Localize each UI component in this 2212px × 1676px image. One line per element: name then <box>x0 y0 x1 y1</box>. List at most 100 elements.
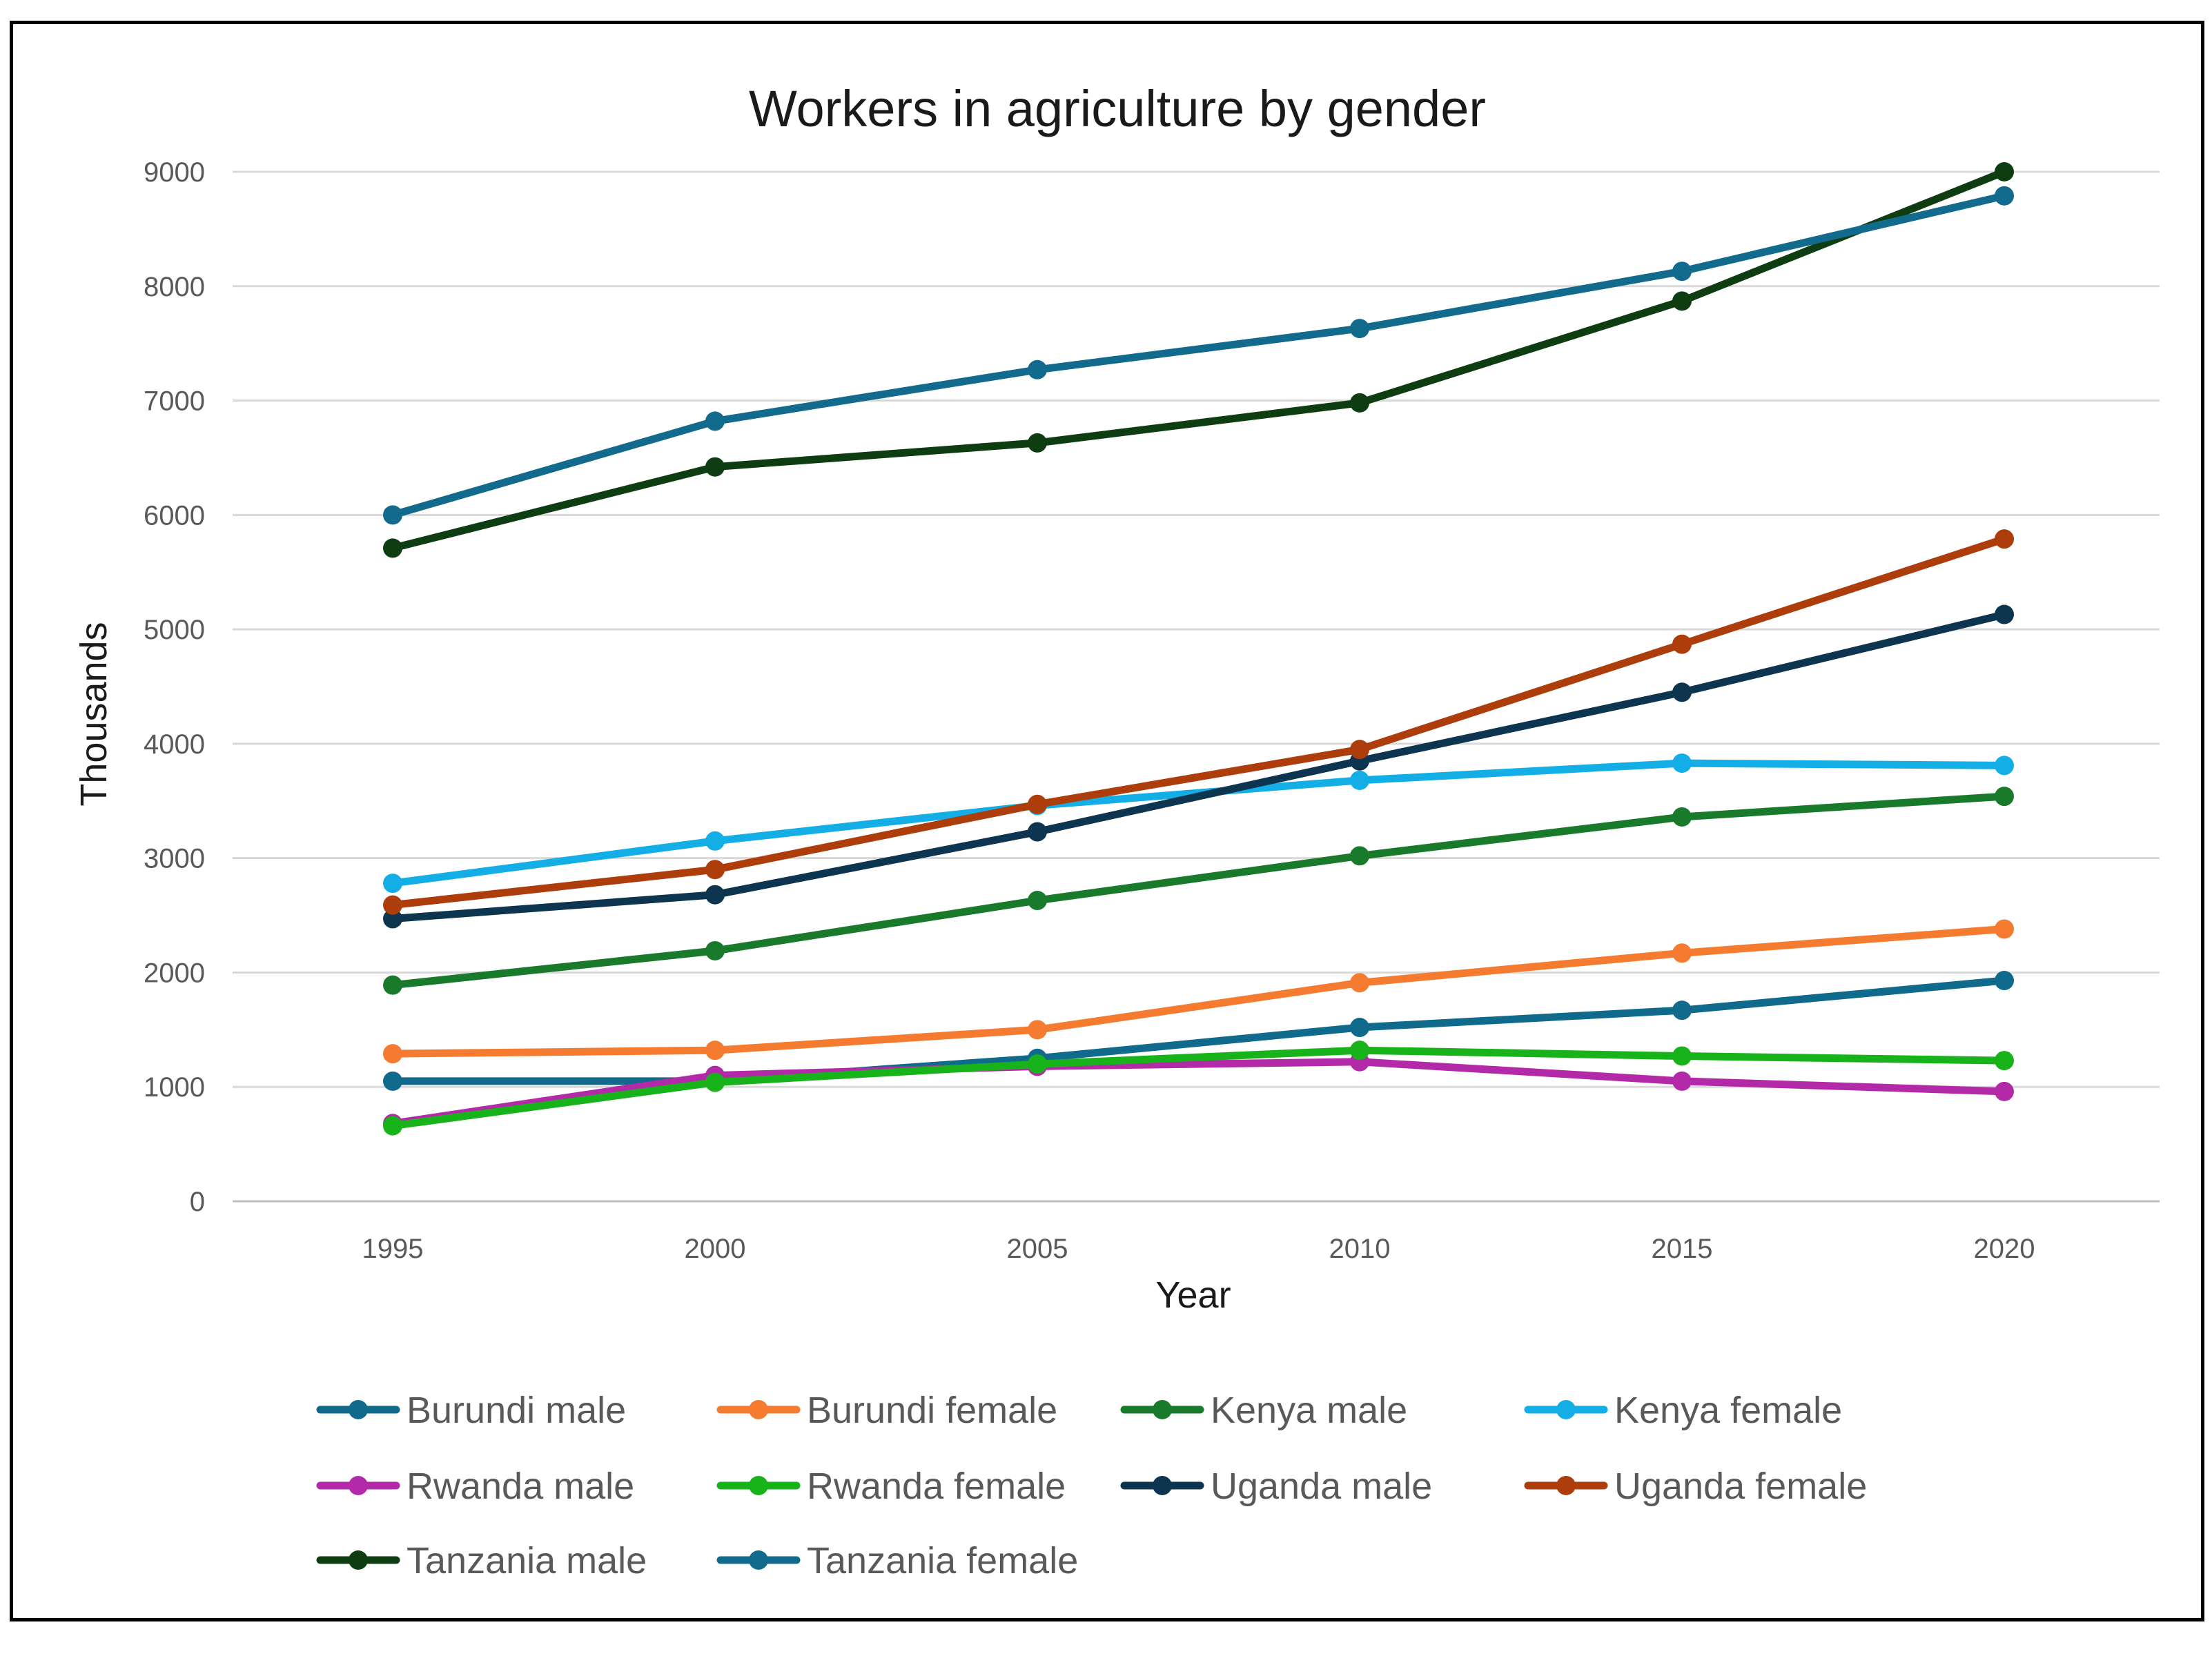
data-point-uganda-female <box>1995 529 2014 549</box>
data-point-kenya-female <box>383 874 402 894</box>
legend-item-burundi-female[interactable]: Burundi female <box>716 1390 1057 1431</box>
y-axis-ticks: 0 1000 2000 3000 4000 5000 6000 7000 8000 9000 <box>144 157 205 1217</box>
x-tick-label: 2020 <box>1974 1234 2035 1264</box>
legend-swatch-marker <box>749 1476 768 1495</box>
chart-frame: Workers in agriculture by gender 0 1000 20… <box>10 21 2204 1621</box>
legend-label: Rwanda male <box>407 1466 634 1507</box>
legend-label: Kenya female <box>1614 1390 1842 1431</box>
x-axis-ticks: 1995 2000 2005 2010 2015 2020 <box>362 1234 2035 1264</box>
legend-swatch-marker <box>1556 1400 1576 1419</box>
y-tick-label: 9000 <box>144 157 205 188</box>
data-point-tanzania-female <box>1672 262 1692 282</box>
data-point-tanzania-female <box>1028 359 1047 379</box>
y-tick-label: 7000 <box>144 386 205 417</box>
data-point-tanzania-male <box>1028 433 1047 453</box>
legend-item-tanzania-male[interactable]: Tanzania male <box>316 1540 647 1581</box>
data-point-kenya-male <box>1028 891 1047 911</box>
data-point-kenya-male <box>1672 807 1692 827</box>
x-tick-label: 2000 <box>685 1234 746 1264</box>
data-point-kenya-male <box>383 975 402 995</box>
data-point-rwanda-female <box>1028 1054 1047 1074</box>
data-point-burundi-male <box>1350 1018 1369 1038</box>
legend-label: Uganda female <box>1614 1466 1867 1507</box>
y-axis-label: Thousands <box>73 622 115 806</box>
data-point-tanzania-male <box>1672 291 1692 311</box>
data-point-burundi-female <box>705 1041 725 1061</box>
data-point-uganda-female <box>383 895 402 915</box>
legend-item-uganda-male[interactable]: Uganda male <box>1120 1466 1432 1507</box>
legend-item-kenya-female[interactable]: Kenya female <box>1524 1390 1842 1431</box>
series-line-kenya-male <box>389 792 2008 989</box>
series-line-rwanda-female <box>389 1046 2008 1130</box>
data-point-uganda-male <box>1028 822 1047 842</box>
gridlines <box>233 170 2160 1203</box>
x-tick-label: 2010 <box>1329 1234 1391 1264</box>
data-point-tanzania-male <box>1995 162 2014 181</box>
data-point-tanzania-female <box>1350 319 1369 339</box>
data-point-burundi-female <box>383 1044 402 1064</box>
data-point-uganda-female <box>1672 634 1692 654</box>
data-point-uganda-male <box>383 909 402 929</box>
series-uganda-female <box>383 529 2014 915</box>
legend-item-rwanda-male[interactable]: Rwanda male <box>316 1466 634 1507</box>
data-point-rwanda-female <box>1672 1046 1692 1066</box>
series-line-uganda-male <box>389 611 2008 923</box>
data-point-burundi-male <box>383 1071 402 1091</box>
data-point-tanzania-male <box>383 538 402 558</box>
data-point-uganda-female <box>705 860 725 880</box>
legend-item-uganda-female[interactable]: Uganda female <box>1524 1466 1867 1507</box>
series-line-burundi-female <box>389 925 2008 1058</box>
series-tanzania-female <box>383 186 2014 525</box>
legend-label: Kenya male <box>1211 1390 1407 1431</box>
data-point-uganda-male <box>705 885 725 905</box>
series-line-kenya-female <box>389 759 2008 887</box>
legend-swatch-marker <box>349 1400 368 1419</box>
legend-label: Rwanda female <box>807 1466 1066 1507</box>
y-tick-label: 2000 <box>144 958 205 988</box>
data-point-rwanda-male <box>1995 1081 2014 1101</box>
legend-item-burundi-male[interactable]: Burundi male <box>316 1390 626 1431</box>
legend-item-tanzania-female[interactable]: Tanzania female <box>716 1540 1078 1581</box>
series-line-tanzania-male <box>389 168 2008 552</box>
data-point-burundi-female <box>1995 919 2014 939</box>
series-rwanda-female <box>383 1041 2014 1136</box>
data-point-rwanda-female <box>383 1116 402 1136</box>
legend-label: Tanzania male <box>407 1540 647 1581</box>
line-chart: Workers in agriculture by gender 0 1000 20… <box>73 80 2160 1581</box>
x-tick-label: 2005 <box>1007 1234 1068 1264</box>
legend-swatch-marker <box>749 1400 768 1419</box>
legend-label: Burundi male <box>407 1390 626 1431</box>
data-point-uganda-female <box>1028 794 1047 814</box>
data-point-kenya-female <box>1995 756 2014 776</box>
data-point-kenya-female <box>705 831 725 851</box>
y-tick-label: 5000 <box>144 615 205 645</box>
series-kenya-male <box>383 787 2014 995</box>
data-point-rwanda-female <box>1350 1041 1369 1061</box>
legend-swatch-marker <box>749 1550 768 1570</box>
x-axis-label: Year <box>1155 1274 1231 1316</box>
y-tick-label: 4000 <box>144 729 205 760</box>
legend-item-kenya-male[interactable]: Kenya male <box>1120 1390 1407 1431</box>
legend-label: Burundi female <box>807 1390 1057 1431</box>
legend[interactable]: Burundi male Burundi female Kenya male Keny… <box>316 1390 1867 1581</box>
data-point-kenya-female <box>1672 753 1692 773</box>
y-tick-label: 8000 <box>144 272 205 302</box>
data-point-kenya-male <box>1350 846 1369 866</box>
data-point-tanzania-female <box>705 411 725 431</box>
data-point-rwanda-female <box>1995 1051 2014 1071</box>
y-tick-label: 1000 <box>144 1072 205 1103</box>
data-point-tanzania-female <box>383 505 402 525</box>
legend-swatch-marker <box>1556 1476 1576 1495</box>
data-point-kenya-male <box>1995 787 2014 807</box>
data-point-burundi-male <box>1672 1000 1692 1021</box>
data-point-burundi-male <box>1995 971 2014 991</box>
y-tick-label: 6000 <box>144 500 205 531</box>
legend-swatch-marker <box>349 1550 368 1570</box>
legend-swatch-marker <box>349 1476 368 1495</box>
series-layer <box>383 162 2014 1136</box>
legend-item-rwanda-female[interactable]: Rwanda female <box>716 1466 1066 1507</box>
data-point-rwanda-female <box>705 1072 725 1092</box>
series-line-tanzania-female <box>389 192 2008 519</box>
legend-label: Tanzania female <box>807 1540 1078 1581</box>
data-point-uganda-male <box>1995 604 2014 624</box>
